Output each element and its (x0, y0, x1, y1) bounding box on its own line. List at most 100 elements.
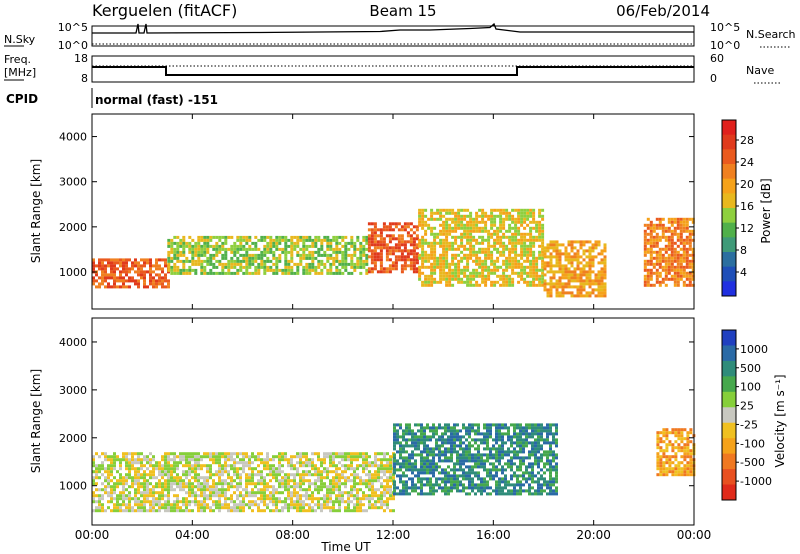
velocity-data-cell (218, 491, 221, 495)
velocity-data-cell (435, 453, 438, 457)
velocity-data-cell (200, 488, 203, 492)
velocity-data-cell (417, 480, 420, 484)
velocity-data-cell (197, 506, 200, 510)
velocity-data-cell (233, 464, 236, 468)
power-data-cell (176, 259, 180, 263)
velocity-data-cell (374, 452, 377, 456)
velocity-data-cell (368, 455, 371, 459)
velocity-data-cell (405, 429, 408, 433)
velocity-data-cell (659, 461, 663, 465)
power-data-cell (475, 253, 479, 257)
velocity-data-cell (501, 456, 504, 460)
power-data-cell (194, 259, 198, 263)
velocity-data-cell (498, 486, 501, 490)
power-data-cell (448, 274, 452, 278)
power-data-cell (664, 247, 668, 251)
velocity-data-cell (137, 452, 140, 456)
velocity-data-cell (417, 468, 420, 472)
velocity-data-cell (350, 452, 353, 456)
power-data-cell (335, 238, 339, 242)
power-data-cell (439, 217, 443, 221)
power-data-cell (263, 250, 267, 254)
velocity-data-cell (245, 452, 248, 456)
velocity-data-cell (323, 494, 326, 498)
velocity-data-cell (278, 509, 281, 513)
velocity-data-cell (116, 500, 119, 504)
power-data-cell (287, 268, 291, 272)
power-data-cell (475, 259, 479, 263)
power-data-cell (143, 276, 146, 280)
power-data-cell (490, 226, 494, 230)
power-data-cell (673, 241, 677, 245)
velocity-data-cell (674, 464, 678, 468)
power-data-cell (382, 237, 386, 241)
velocity-data-cell (510, 459, 513, 463)
power-data-cell (676, 223, 680, 227)
velocity-data-cell (338, 506, 341, 510)
power-data-cell (549, 276, 553, 280)
power-data-cell (251, 253, 255, 257)
power-data-cell (260, 250, 264, 254)
power-data-cell (448, 226, 452, 230)
power-data-cell (403, 258, 407, 262)
power-data-cell (673, 232, 677, 236)
velocity-data-cell (444, 486, 447, 490)
power-data-cell (646, 280, 650, 284)
power-data-cell (603, 246, 607, 250)
power-data-cell (242, 256, 246, 260)
velocity-data-cell (140, 500, 143, 504)
velocity-data-cell (173, 482, 176, 486)
power-data-cell (466, 280, 470, 284)
power-data-cell (353, 265, 357, 269)
velocity-data-cell (326, 497, 329, 501)
power-data-cell (362, 262, 366, 266)
power-data-cell (603, 288, 607, 292)
velocity-data-cell (278, 473, 281, 477)
power-data-cell (538, 211, 542, 215)
power-data-cell (379, 264, 383, 268)
velocity-data-cell (191, 470, 194, 474)
velocity-data-cell (525, 471, 528, 475)
velocity-data-cell (516, 450, 519, 454)
velocity-data-cell (362, 509, 365, 513)
power-data-cell (284, 265, 288, 269)
velocity-data-cell (465, 474, 468, 478)
power-data-cell (490, 232, 494, 236)
velocity-data-cell (278, 485, 281, 489)
velocity-data-cell (462, 462, 465, 466)
power-data-cell (591, 270, 595, 274)
velocity-data-cell (188, 494, 191, 498)
velocity-data-cell (389, 467, 392, 471)
power-data-cell (302, 244, 306, 248)
velocity-data-cell (230, 506, 233, 510)
power-data-cell (463, 235, 467, 239)
velocity-data-cell (408, 426, 411, 430)
velocity-data-cell (143, 488, 146, 492)
velocity-data-cell (546, 441, 549, 445)
power-data-cell (424, 241, 428, 245)
velocity-data-cell (104, 455, 107, 459)
power-data-cell (439, 268, 443, 272)
power-data-cell (475, 238, 479, 242)
velocity-data-cell (399, 468, 402, 472)
power-data-cell (517, 271, 521, 275)
power-data-cell (221, 268, 225, 272)
power-data-cell (472, 271, 476, 275)
velocity-data-cell (164, 452, 167, 456)
velocity-data-cell (197, 476, 200, 480)
power-data-cell (284, 271, 288, 275)
power-data-cell (508, 274, 512, 278)
power-data-cell (104, 279, 107, 283)
velocity-data-cell (104, 476, 107, 480)
velocity-data-cell (683, 467, 687, 471)
velocity-data-cell (179, 488, 182, 492)
power-data-cell (597, 291, 601, 295)
velocity-data-cell (438, 486, 441, 490)
power-data-cell (388, 246, 392, 250)
velocity-data-cell (501, 435, 504, 439)
power-data-cell (272, 244, 276, 248)
power-data-cell (555, 264, 559, 268)
velocity-data-cell (489, 456, 492, 460)
power-data-cell (570, 291, 574, 295)
velocity-data-cell (344, 482, 347, 486)
